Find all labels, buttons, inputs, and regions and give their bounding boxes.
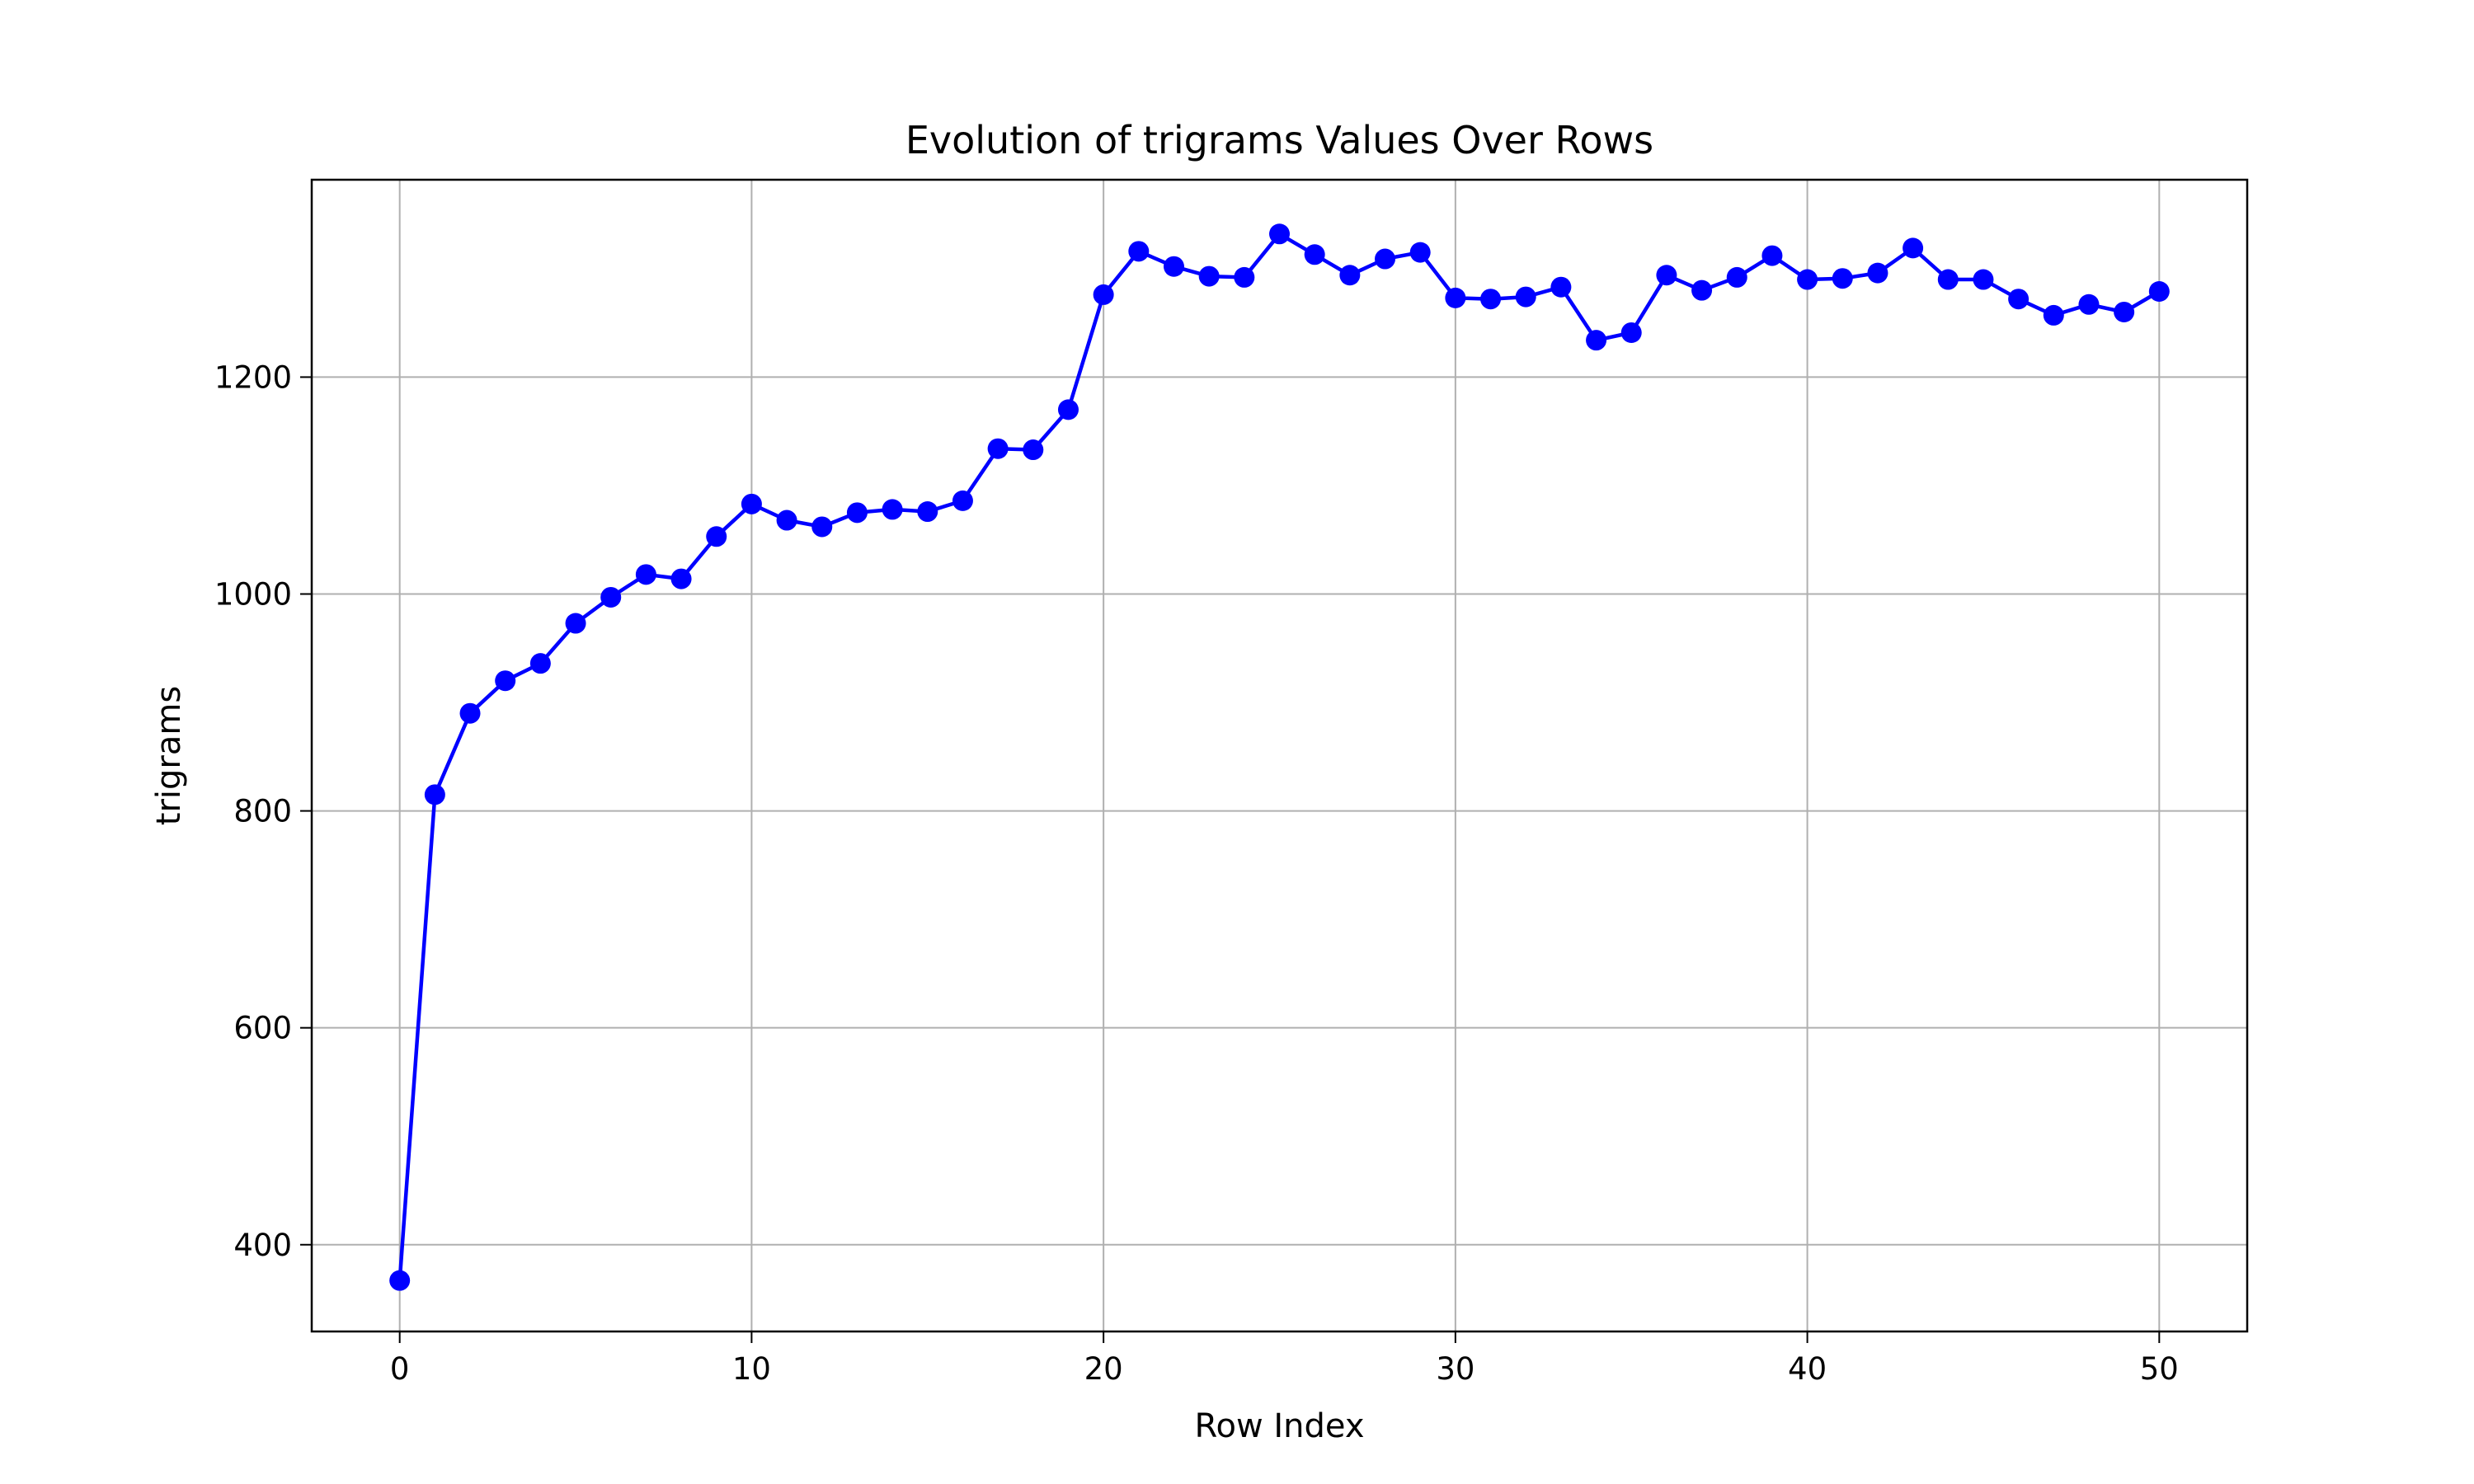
data-point [1937,269,1959,290]
y-tick-label: 1000 [214,576,292,612]
data-point [600,586,622,608]
data-point [811,516,833,538]
data-point [2148,280,2170,302]
data-point [1515,286,1536,308]
data-point [706,526,727,547]
data-point [1797,269,1818,290]
x-tick-label: 10 [732,1351,771,1387]
data-point [987,438,1009,459]
data-point [389,1270,411,1291]
data-point [1163,256,1184,277]
data-point [1234,266,1255,288]
data-point [776,510,797,531]
data-point [1304,244,1325,265]
data-point [1445,287,1466,308]
x-axis-label: Row Index [1194,1407,1364,1445]
data-point [741,493,762,514]
data-point [459,702,481,724]
data-point [917,501,938,523]
grid-lines [312,180,2247,1331]
data-point [1550,276,1572,298]
y-tick-label: 800 [233,794,292,829]
plot-area-frame [310,178,2249,1333]
y-tick-label: 400 [233,1228,292,1263]
data-point [2114,301,2135,322]
data-point [2043,304,2064,326]
data-point [1375,248,1396,270]
y-axis-label: trigrams [150,686,188,825]
x-tick-label: 20 [1084,1351,1123,1387]
data-point [1867,262,1888,284]
data-point [495,670,516,692]
data-point [2078,294,2100,315]
data-point [1023,439,1044,461]
x-tick-label: 30 [1436,1351,1475,1387]
data-point [1656,265,1677,286]
data-point [1409,242,1431,263]
data-point [529,653,551,674]
data-series [389,223,2170,1291]
data-point [1128,241,1150,262]
data-point [1480,289,1502,310]
y-tick-label: 1200 [214,359,292,395]
chart-title: Evolution of trigrams Values Over Rows [905,118,1653,162]
axis-ticks: 0 10 20 30 40 50 400 600 800 1000 1200 [214,359,2179,1387]
data-point [635,564,656,585]
data-point [670,568,692,589]
data-point [1093,284,1114,305]
data-point [1198,265,1220,287]
data-point [1620,322,1642,343]
x-tick-label: 40 [1788,1351,1827,1387]
data-point [952,490,973,511]
x-tick-label: 0 [390,1351,410,1387]
data-point [846,502,868,524]
y-tick-label: 600 [233,1011,292,1046]
data-point [882,499,903,520]
data-point [1339,265,1361,286]
x-tick-label: 50 [2140,1351,2179,1387]
data-point [1761,245,1783,266]
data-point [1691,279,1713,301]
data-point [1269,223,1290,245]
data-point [1832,268,1853,289]
data-point [1586,330,1607,351]
data-point [424,784,445,805]
data-point [1057,399,1079,420]
data-point [565,613,586,634]
data-point [2008,289,2030,310]
data-point [1973,269,1994,290]
data-point [1903,237,1924,259]
data-point [1726,266,1747,288]
